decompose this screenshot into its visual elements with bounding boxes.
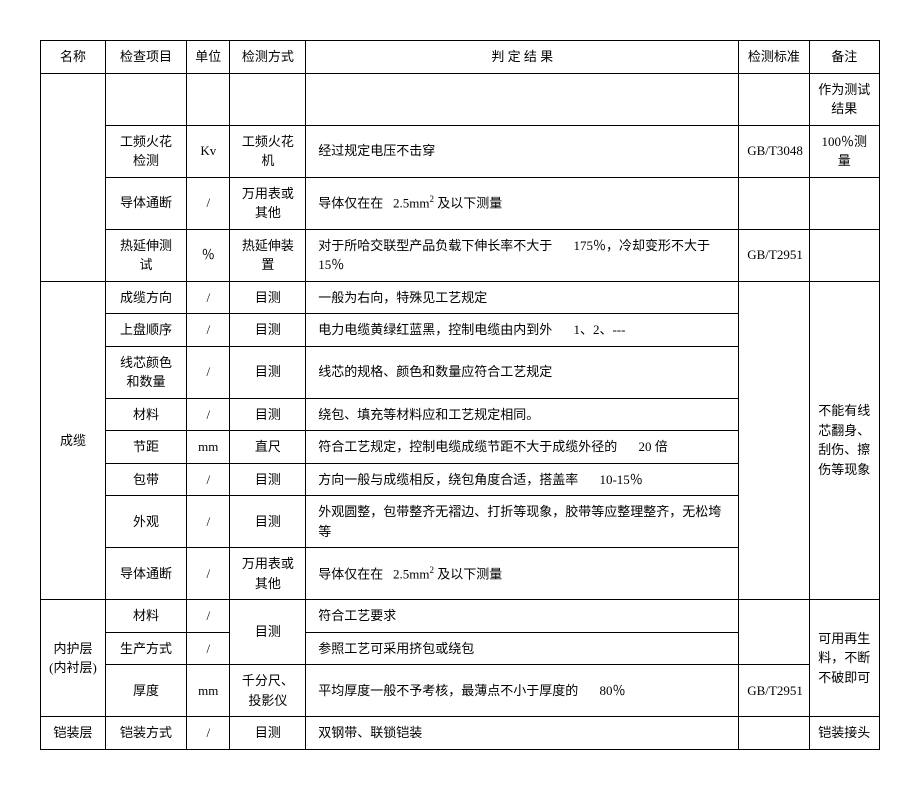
g2-r2-item: 上盘顺序 [105,314,186,347]
g4-r1-unit: / [187,717,230,750]
hdr-unit: 单位 [187,41,230,74]
g2-r5-method: 直尺 [230,431,306,464]
hdr-std: 检测标准 [739,41,809,74]
g4-r1-item: 铠装方式 [105,717,186,750]
g1-r1-unit: Kv [187,125,230,177]
g1-r1-item: 工频火花检测 [105,125,186,177]
g2-r7-method: 目测 [230,496,306,548]
g1-r3-item: 热延伸测试 [105,229,186,281]
g4-r1-std [739,717,809,750]
g4-r1-result: 双钢带、联锁铠装 [306,717,739,750]
g2-name: 成缆 [41,281,106,600]
g2-r1-item: 成缆方向 [105,281,186,314]
g3-r1: 内护层 (内衬层) 材料 / 目测 符合工艺要求 可用再生料，不断不破即可 [41,600,880,633]
g1-r0-method [230,73,306,125]
g1-r3-result: 对于所哈交联型产品负载下伸长率不大于 175％，冷却变形不大于 15％ [306,229,739,281]
g1-r1-note: 100％测量 [809,125,879,177]
g2-note: 不能有线芯翻身、刮伤、擦伤等现象 [809,281,879,600]
g2-r7-result: 外观圆整，包带整齐无褶边、打折等现象，胶带等应整理整齐，无松垮等 [306,496,739,548]
g3-r2-item: 生产方式 [105,632,186,665]
g2-r8-item: 导体通断 [105,548,186,600]
g1-r3-std: GB/T2951 [739,229,809,281]
header-row: 名称 检查项目 单位 检测方式 判 定 结 果 检测标准 备注 [41,41,880,74]
g1-r0: 作为测试结果 [41,73,880,125]
g4-note: 铠装接头 [809,717,879,750]
g1-r0-unit [187,73,230,125]
g3-r3-unit: mm [187,665,230,717]
g1-r3: 热延伸测试 ％ 热延伸装置 对于所哈交联型产品负载下伸长率不大于 175％，冷却… [41,229,880,281]
g4-r1-method: 目测 [230,717,306,750]
hdr-note: 备注 [809,41,879,74]
g2-r3-item: 线芯颜色和数量 [105,346,186,398]
g2-r6-unit: / [187,463,230,496]
g2-std [739,281,809,600]
g3-r1-item: 材料 [105,600,186,633]
g3-r2-unit: / [187,632,230,665]
g2-r1-method: 目测 [230,281,306,314]
g2-r8-method: 万用表或其他 [230,548,306,600]
g2-r4-unit: / [187,398,230,431]
g3-r1-unit: / [187,600,230,633]
g2-r3-unit: / [187,346,230,398]
g1-r2-method: 万用表或其他 [230,177,306,229]
g2-r3-result: 线芯的规格、颜色和数量应符合工艺规定 [306,346,739,398]
g1-r1: 工频火花检测 Kv 工频火花机 经过规定电压不击穿 GB/T3048 100％测… [41,125,880,177]
g1-r1-result: 经过规定电压不击穿 [306,125,739,177]
g2-r8-result: 导体仅在在 2.5mm2 及以下测量 [306,548,739,600]
g2-r8-unit: / [187,548,230,600]
g2-r1: 成缆 成缆方向 / 目测 一般为右向，特殊见工艺规定 不能有线芯翻身、刮伤、擦伤… [41,281,880,314]
g2-r2-result: 电力电缆黄绿红蓝黑，控制电缆由内到外 1、2、--- [306,314,739,347]
g3-r1-result: 符合工艺要求 [306,600,739,633]
g2-r7-unit: / [187,496,230,548]
g3-r2-result: 参照工艺可采用挤包或绕包 [306,632,739,665]
g2-r4-result: 绕包、填充等材料应和工艺规定相同。 [306,398,739,431]
g2-r3-method: 目测 [230,346,306,398]
hdr-item: 检查项目 [105,41,186,74]
g2-r5-item: 节距 [105,431,186,464]
g1-r1-std: GB/T3048 [739,125,809,177]
g2-r5-unit: mm [187,431,230,464]
g3-r3: 厚度 mm 千分尺、投影仪 平均厚度一般不予考核，最薄点不小于厚度的 80％ G… [41,665,880,717]
g1-r2: 导体通断 / 万用表或其他 导体仅在在 2.5mm2 及以下测量 [41,177,880,229]
g3-name: 内护层 (内衬层) [41,600,106,717]
hdr-name: 名称 [41,41,106,74]
g2-r2-unit: / [187,314,230,347]
g1-r0-result [306,73,739,125]
g3-r1-method: 目测 [230,600,306,665]
g1-r3-method: 热延伸装置 [230,229,306,281]
g1-r2-std [739,177,809,229]
hdr-result: 判 定 结 果 [306,41,739,74]
g2-r6-item: 包带 [105,463,186,496]
g3-r3-result: 平均厚度一般不予考核，最薄点不小于厚度的 80％ [306,665,739,717]
g1-r0-note: 作为测试结果 [809,73,879,125]
g1-r2-result: 导体仅在在 2.5mm2 及以下测量 [306,177,739,229]
g1-r0-item [105,73,186,125]
g2-r5-result: 符合工艺规定，控制电缆成缆节距不大于成缆外径的 20 倍 [306,431,739,464]
g2-r2-method: 目测 [230,314,306,347]
g4-r1: 铠装层 铠装方式 / 目测 双钢带、联锁铠装 铠装接头 [41,717,880,750]
g1-r2-unit: / [187,177,230,229]
g1-r3-unit: ％ [187,229,230,281]
g3-r3-method: 千分尺、投影仪 [230,665,306,717]
g3-r3-item: 厚度 [105,665,186,717]
g3-r3-std: GB/T2951 [739,665,809,717]
spec-table: 名称 检查项目 单位 检测方式 判 定 结 果 检测标准 备注 作为测试结果 工… [40,40,880,750]
g1-r0-std [739,73,809,125]
g2-r4-method: 目测 [230,398,306,431]
g1-r1-method: 工频火花机 [230,125,306,177]
g2-r1-unit: / [187,281,230,314]
g1-name [41,73,106,281]
g2-r6-method: 目测 [230,463,306,496]
g3-note: 可用再生料，不断不破即可 [809,600,879,717]
g1-r3-note [809,229,879,281]
g4-name: 铠装层 [41,717,106,750]
g1-r2-item: 导体通断 [105,177,186,229]
hdr-method: 检测方式 [230,41,306,74]
g2-r4-item: 材料 [105,398,186,431]
g1-r2-note [809,177,879,229]
g2-r6-result: 方向一般与成缆相反，绕包角度合适，搭盖率 10-15％ [306,463,739,496]
g3-r1-std [739,600,809,665]
g2-r1-result: 一般为右向，特殊见工艺规定 [306,281,739,314]
g2-r7-item: 外观 [105,496,186,548]
